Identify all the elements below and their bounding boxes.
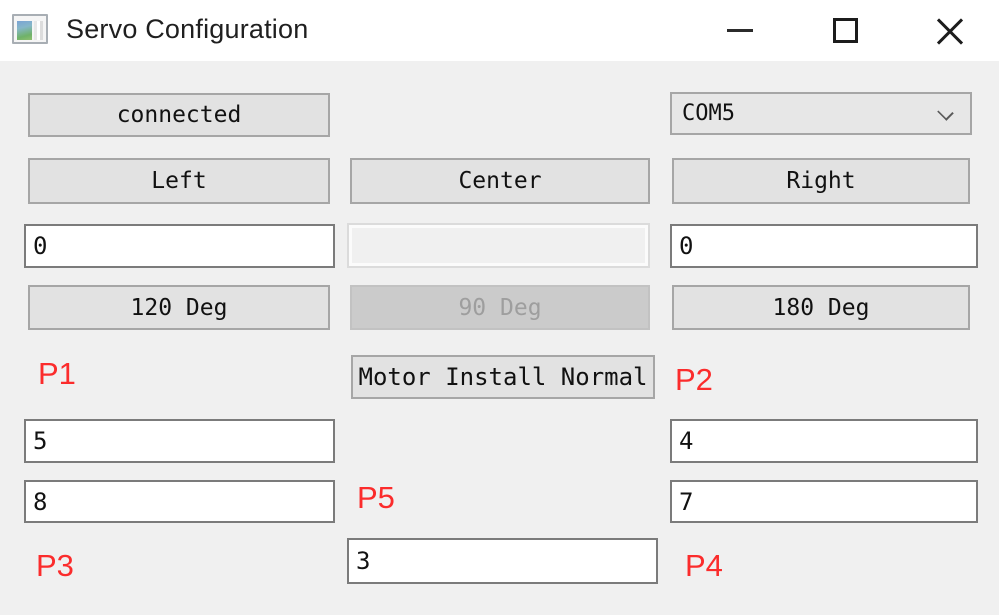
p3-input[interactable] (24, 480, 335, 523)
com-port-select[interactable]: COM5 (670, 92, 972, 135)
p4-label: P4 (685, 548, 723, 583)
left-button[interactable]: Left (28, 158, 330, 204)
p1-input[interactable] (24, 419, 335, 463)
minimize-icon (727, 29, 753, 32)
app-icon-left-pane (17, 21, 32, 40)
right-button[interactable]: Right (672, 158, 970, 204)
right-angle-input[interactable] (670, 224, 978, 268)
deg-120-button[interactable]: 120 Deg (28, 285, 330, 330)
close-button[interactable] (918, 0, 982, 61)
titlebar: Servo Configuration (0, 0, 999, 61)
maximize-icon (832, 18, 858, 43)
app-icon (12, 14, 48, 44)
p3-label: P3 (36, 548, 74, 583)
p2-input[interactable] (670, 419, 978, 463)
center-angle-input (347, 223, 650, 268)
maximize-button[interactable] (813, 0, 877, 61)
window-title: Servo Configuration (66, 14, 309, 44)
connect-status-button[interactable]: connected (28, 93, 330, 137)
deg-90-button[interactable]: 90 Deg (350, 285, 650, 330)
com-port-value: COM5 (682, 101, 735, 126)
p4-input[interactable] (670, 480, 978, 523)
minimize-button[interactable] (708, 0, 772, 61)
p5-label: P5 (357, 480, 395, 515)
app-icon-right-pane (34, 21, 43, 40)
motor-install-button[interactable]: Motor Install Normal (351, 355, 655, 399)
deg-180-button[interactable]: 180 Deg (672, 285, 970, 330)
chevron-down-icon (937, 104, 954, 121)
center-button[interactable]: Center (350, 158, 650, 204)
p2-label: P2 (675, 362, 713, 397)
p5-input[interactable] (347, 538, 658, 584)
close-icon (936, 17, 964, 45)
p1-label: P1 (38, 356, 76, 391)
left-angle-input[interactable] (24, 224, 335, 268)
